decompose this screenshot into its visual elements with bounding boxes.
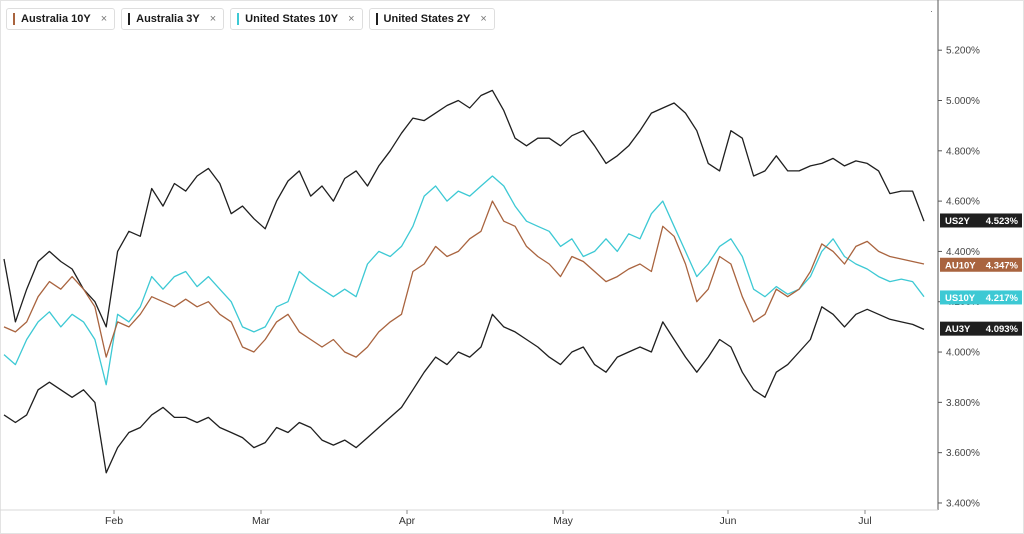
badge-series-code: US2Y (945, 216, 970, 227)
close-icon[interactable]: × (100, 13, 108, 25)
last-value-badge (940, 290, 1022, 305)
y-tick-label: 3.400% (946, 498, 980, 509)
y-tick-label: 5.000% (946, 96, 980, 107)
series-line (3, 200, 925, 358)
tab-united-states-2y[interactable]: United States 2Y × (368, 8, 495, 30)
series-line (3, 306, 925, 474)
close-icon[interactable]: × (348, 13, 355, 25)
tab-label: United States 10Y (245, 13, 339, 25)
last-value-badge (940, 213, 1022, 228)
badge-series-code: US10Y (945, 293, 976, 304)
badge-last-value: 4.523% (986, 216, 1019, 227)
badge-series-code: AU10Y (945, 260, 976, 271)
badge-series-code: AU3Y (945, 324, 971, 335)
y-tick-label: 4.800% (946, 146, 980, 157)
badge-last-value: 4.093% (986, 324, 1019, 335)
tab-label: Australia 3Y (136, 13, 200, 25)
y-tick-label: 4.400% (946, 247, 980, 258)
series-tab-bar: Australia 10Y × Australia 3Y × United St… (6, 8, 495, 30)
chart-menu-icon[interactable]: · (930, 6, 933, 16)
series-color-swatch (13, 13, 15, 25)
x-tick-label: May (553, 515, 574, 527)
series-color-swatch (237, 13, 240, 25)
y-tick-label: 4.600% (946, 197, 980, 208)
y-tick-label: 3.800% (946, 398, 980, 409)
badge-last-value: 4.347% (986, 260, 1019, 271)
x-tick-label: Feb (105, 515, 123, 527)
x-tick-label: Jul (858, 515, 871, 527)
tab-united-states-10y[interactable]: United States 10Y × (230, 8, 363, 30)
series-color-swatch (375, 13, 378, 25)
y-tick-label: 3.600% (946, 448, 980, 459)
last-value-badge (940, 257, 1022, 272)
x-tick-label: Apr (399, 515, 416, 527)
badge-last-value: 4.217% (986, 293, 1019, 304)
tab-australia-10y[interactable]: Australia 10Y × (6, 8, 116, 30)
series-color-swatch (128, 13, 131, 25)
x-tick-label: Jun (720, 515, 737, 527)
tab-label: Australia 10Y (21, 13, 91, 25)
tab-label: United States 2Y (383, 13, 471, 25)
y-tick-label: 4.000% (946, 348, 980, 359)
y-tick-label: 5.200% (946, 46, 980, 57)
series-line (3, 89, 925, 328)
series-line (3, 175, 925, 386)
close-icon[interactable]: × (480, 13, 487, 25)
last-value-badge (940, 321, 1022, 336)
close-icon[interactable]: × (209, 13, 217, 25)
tab-australia-3y[interactable]: Australia 3Y × (121, 8, 225, 30)
x-tick-label: Mar (252, 515, 271, 527)
